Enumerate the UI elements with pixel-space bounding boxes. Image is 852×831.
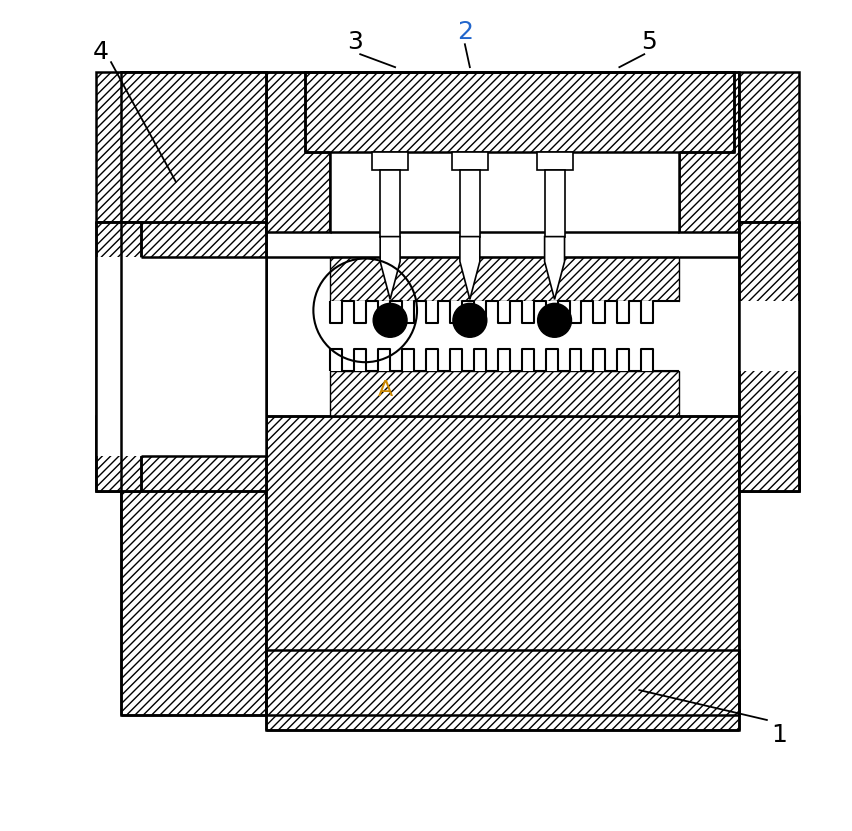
Bar — [331, 72, 679, 232]
Circle shape — [453, 303, 486, 337]
Bar — [372, 152, 408, 170]
Text: 2: 2 — [457, 20, 473, 44]
Text: 5: 5 — [642, 30, 657, 54]
Bar — [380, 170, 400, 237]
Bar — [739, 416, 798, 491]
Bar — [331, 302, 679, 371]
Bar — [96, 416, 266, 491]
Bar — [121, 72, 266, 715]
Text: 1: 1 — [771, 723, 786, 747]
Bar — [452, 152, 488, 170]
Bar — [739, 302, 798, 371]
Circle shape — [373, 303, 407, 337]
Bar — [266, 650, 739, 730]
Text: 4: 4 — [93, 40, 109, 64]
Circle shape — [538, 303, 572, 337]
Bar — [460, 170, 480, 237]
Bar — [544, 170, 565, 237]
Bar — [305, 72, 734, 152]
Polygon shape — [544, 237, 565, 299]
Bar — [739, 222, 798, 491]
Bar — [121, 72, 266, 536]
Bar — [331, 257, 679, 302]
Bar — [266, 416, 739, 715]
Bar — [331, 371, 679, 416]
Bar — [679, 72, 739, 232]
Text: A: A — [377, 380, 393, 400]
Bar — [266, 72, 331, 232]
Bar — [141, 257, 266, 456]
Bar — [537, 152, 573, 170]
Bar — [96, 72, 266, 222]
Bar — [96, 222, 141, 491]
Text: 3: 3 — [348, 30, 363, 54]
Bar — [96, 257, 266, 456]
Polygon shape — [460, 237, 480, 299]
Bar — [739, 72, 798, 222]
Bar — [305, 72, 734, 152]
Polygon shape — [380, 237, 400, 299]
